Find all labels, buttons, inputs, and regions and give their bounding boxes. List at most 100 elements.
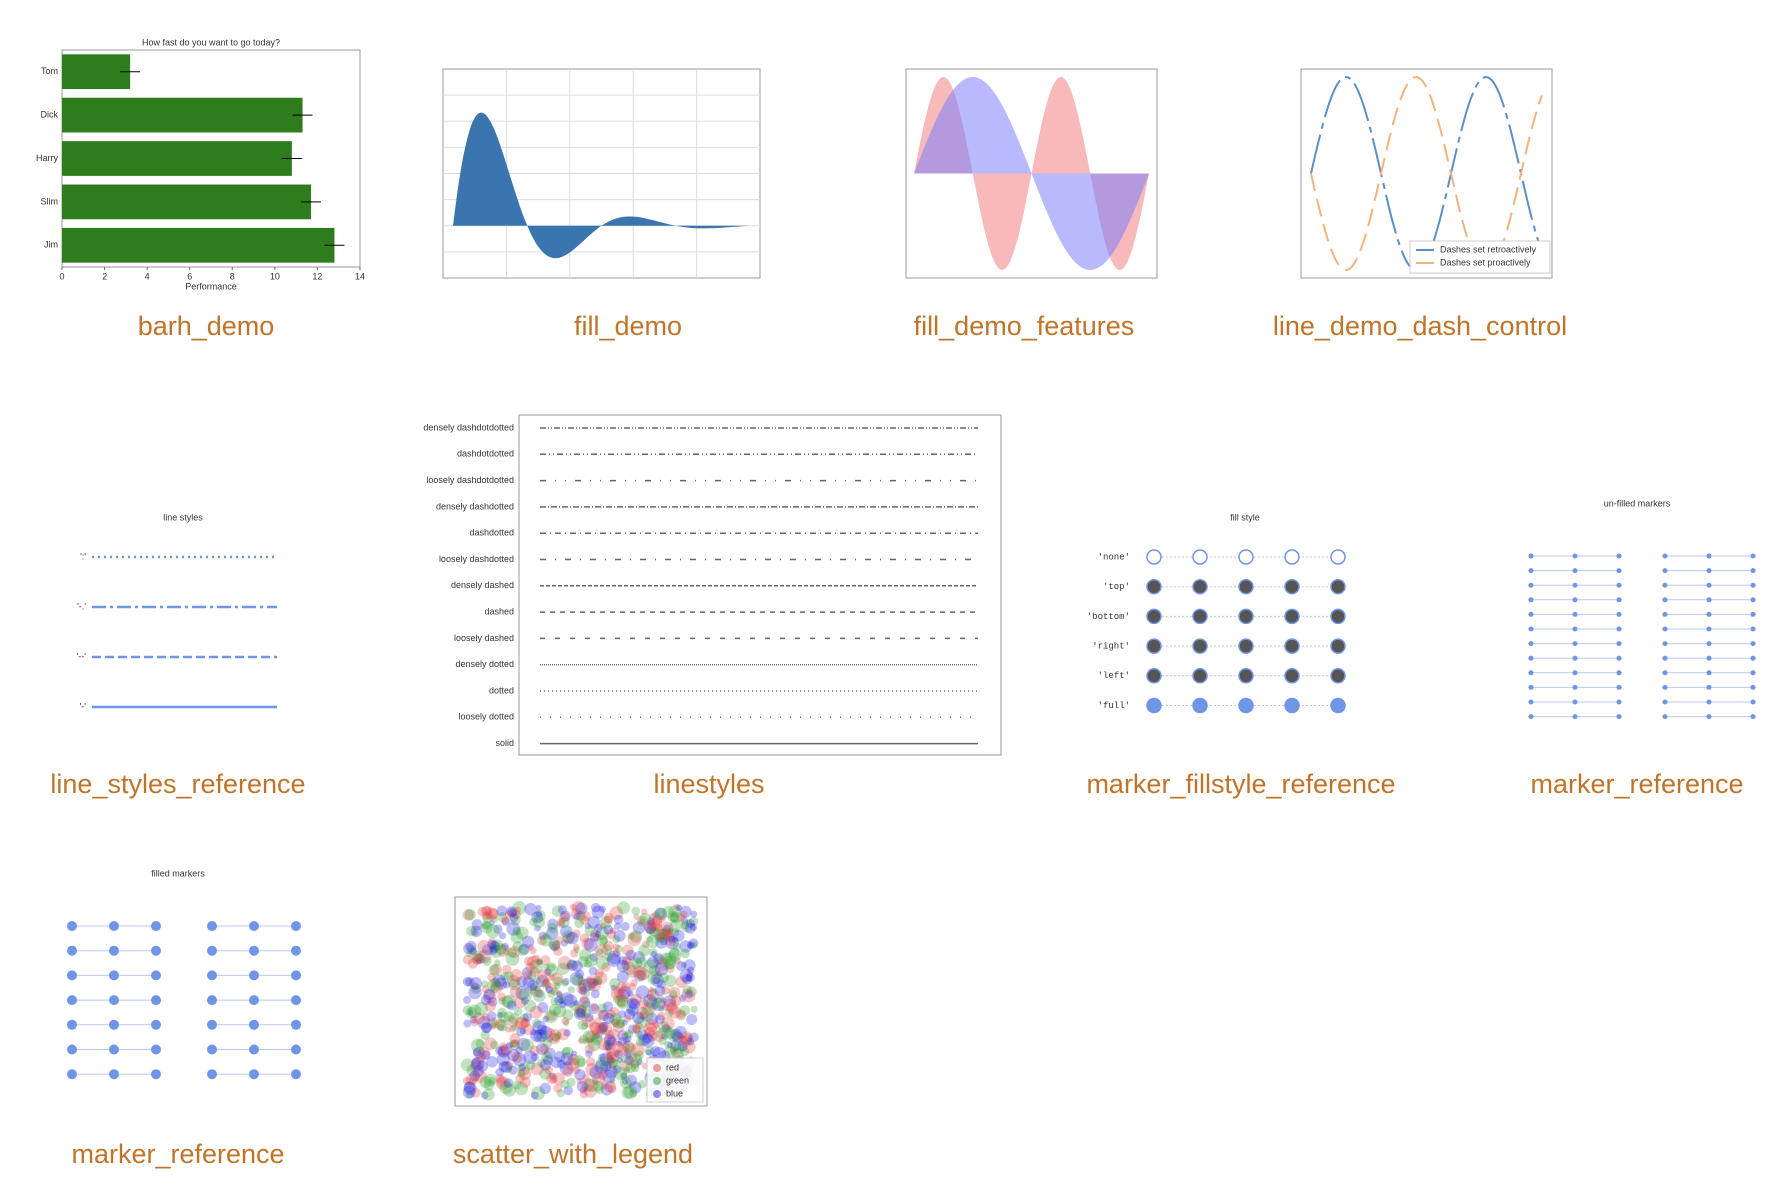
dot: [573, 999, 580, 1007]
dot: [530, 985, 542, 998]
dot: [474, 1070, 488, 1083]
dot: [482, 956, 492, 966]
dot: [484, 1073, 497, 1087]
dot: [672, 1042, 685, 1055]
dot: [557, 1028, 570, 1041]
dot: [665, 932, 675, 942]
dot: [591, 1031, 600, 1040]
dot: [645, 934, 660, 949]
marker: [1330, 608, 1346, 625]
dot: [529, 967, 540, 978]
dot: [516, 976, 528, 988]
caption[interactable]: linestyles: [653, 769, 764, 799]
dot: [582, 1014, 595, 1028]
dot: [643, 959, 658, 974]
dot: [627, 1006, 636, 1015]
marker: [207, 1019, 217, 1030]
dot: [592, 1072, 606, 1087]
dot: [592, 1080, 604, 1092]
dot: [612, 1020, 625, 1033]
dot: [497, 1046, 509, 1057]
dot: [555, 990, 563, 997]
marker: [1192, 638, 1208, 654]
dot: [661, 1032, 669, 1040]
marker: [1330, 549, 1346, 565]
dot: [517, 1069, 526, 1078]
dot: [548, 938, 561, 951]
dot: [681, 974, 693, 985]
marker: [1706, 699, 1712, 705]
marker: [1662, 641, 1668, 647]
dot: [467, 1009, 474, 1016]
caption[interactable]: marker_reference: [1530, 769, 1743, 799]
dot: [584, 1078, 598, 1093]
dot: [466, 944, 477, 955]
dot: [604, 1044, 612, 1051]
marker: [1616, 568, 1622, 574]
caption[interactable]: fill_demo_features: [914, 311, 1135, 341]
dot: [649, 922, 656, 929]
dot: [612, 943, 620, 951]
dot: [490, 963, 503, 976]
dot: [632, 951, 646, 964]
y-tick-label: Harry: [36, 153, 58, 163]
dot: [653, 953, 665, 965]
dot: [496, 1076, 507, 1087]
dot: [655, 936, 668, 949]
dot: [545, 985, 553, 994]
marker: [109, 945, 119, 956]
dot: [575, 902, 588, 915]
dot: [523, 999, 537, 1013]
dot: [536, 958, 544, 965]
dot: [557, 905, 567, 915]
dot: [566, 1077, 576, 1087]
marker: [1750, 582, 1756, 588]
dot: [603, 1034, 616, 1046]
dot: [509, 914, 521, 926]
marker: [1616, 670, 1622, 676]
line-label: loosely dashed: [454, 633, 514, 643]
caption[interactable]: line_demo_dash_control: [1273, 311, 1567, 341]
dot: [672, 942, 681, 951]
dot: [571, 974, 584, 986]
dot: [606, 929, 617, 940]
marker: [1284, 608, 1300, 625]
dot: [603, 912, 614, 923]
marker: [291, 1044, 301, 1055]
dot: [507, 907, 518, 918]
dot: [514, 906, 521, 914]
dot: [597, 1009, 608, 1020]
caption[interactable]: line_styles_reference: [50, 769, 305, 799]
caption[interactable]: barh_demo: [138, 311, 275, 341]
marker: [1616, 641, 1622, 647]
dot: [509, 986, 522, 999]
dot: [515, 1016, 528, 1030]
dot: [499, 1080, 513, 1095]
caption[interactable]: marker_reference: [71, 1139, 284, 1169]
dot: [553, 976, 563, 987]
marker: [1616, 655, 1622, 661]
dot: [627, 997, 639, 1009]
dot: [467, 1004, 482, 1018]
caption[interactable]: fill_demo: [574, 311, 682, 341]
dot: [520, 997, 529, 1005]
dot: [616, 959, 630, 973]
fill-area: [914, 77, 1149, 270]
dot: [686, 971, 693, 978]
dot: [487, 939, 497, 950]
marker: [67, 995, 77, 1006]
caption[interactable]: scatter_with_legend: [453, 1139, 693, 1169]
dot: [621, 1019, 628, 1026]
marker: [249, 945, 259, 956]
dot: [625, 949, 636, 961]
dot: [682, 1039, 696, 1054]
dot: [482, 906, 493, 916]
dot: [630, 1042, 645, 1057]
marker: [67, 1044, 77, 1055]
dot: [548, 1003, 562, 1016]
caption[interactable]: marker_fillstyle_reference: [1086, 769, 1395, 799]
dot: [677, 1041, 688, 1052]
dot: [686, 941, 695, 950]
dot: [641, 1034, 655, 1048]
dot: [601, 1081, 609, 1090]
